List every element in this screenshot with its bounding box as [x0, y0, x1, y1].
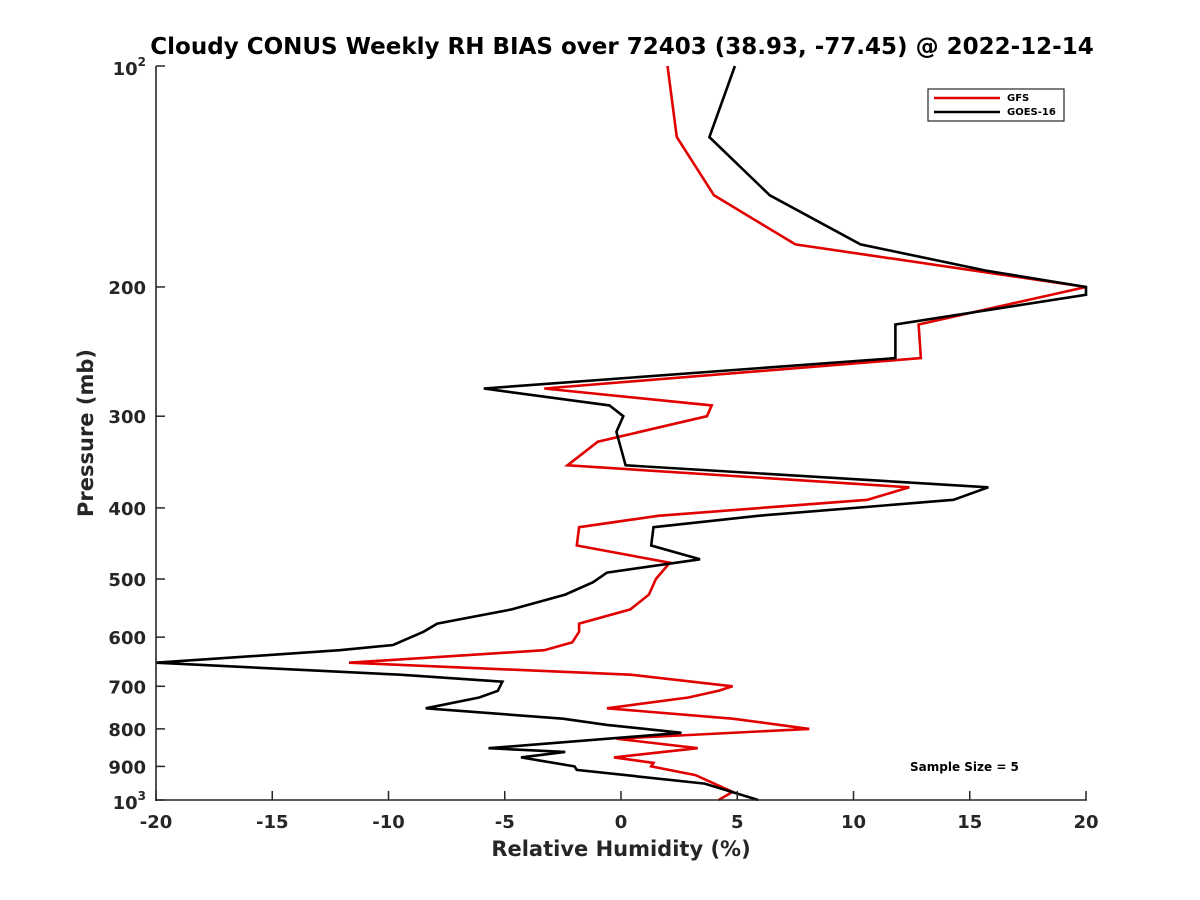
- x-tick-label: -20: [140, 812, 173, 833]
- y-tick-label: 600: [108, 628, 146, 649]
- x-tick-label: 10: [841, 812, 866, 833]
- x-tick-label: 20: [1073, 812, 1098, 833]
- legend: GFS GOES-16: [927, 88, 1065, 122]
- y-ticks: 102 200 300 400 500 600 700 800 900 103: [108, 55, 165, 814]
- x-tick-label: -5: [495, 812, 515, 833]
- y-tick-label: 200: [108, 278, 146, 299]
- x-tick-label: 5: [731, 812, 744, 833]
- y-tick-label: 800: [108, 720, 146, 741]
- y-tick-label: 700: [108, 677, 146, 698]
- y-axis-label: Pressure (mb): [74, 349, 98, 517]
- x-ticks: -20 -15 -10 -5 0 5 10 15 20: [140, 791, 1099, 833]
- series-line-goes16: [155, 65, 1088, 802]
- y-tick-label: 300: [108, 407, 146, 428]
- x-tick-label: -10: [372, 812, 405, 833]
- x-axis-label: Relative Humidity (%): [491, 837, 750, 861]
- y-tick-label: 500: [108, 570, 146, 591]
- legend-label-gfs: GFS: [1007, 93, 1029, 104]
- x-tick-label: 15: [957, 812, 982, 833]
- legend-box: [927, 88, 1065, 122]
- series-layer: [155, 65, 1088, 802]
- x-tick-label: -15: [256, 812, 289, 833]
- legend-label-goes16: GOES-16: [1007, 107, 1056, 118]
- chart-title: Cloudy CONUS Weekly RH BIAS over 72403 (…: [150, 34, 1093, 60]
- y-tick-label: 900: [108, 757, 146, 778]
- y-tick-label: 400: [108, 499, 146, 520]
- x-tick-label: 0: [615, 812, 628, 833]
- y-tick-label: 103: [113, 789, 146, 814]
- sample-size-note: Sample Size = 5: [910, 760, 1019, 774]
- y-tick-label: 102: [113, 55, 146, 80]
- series-line-gfs: [348, 65, 1087, 802]
